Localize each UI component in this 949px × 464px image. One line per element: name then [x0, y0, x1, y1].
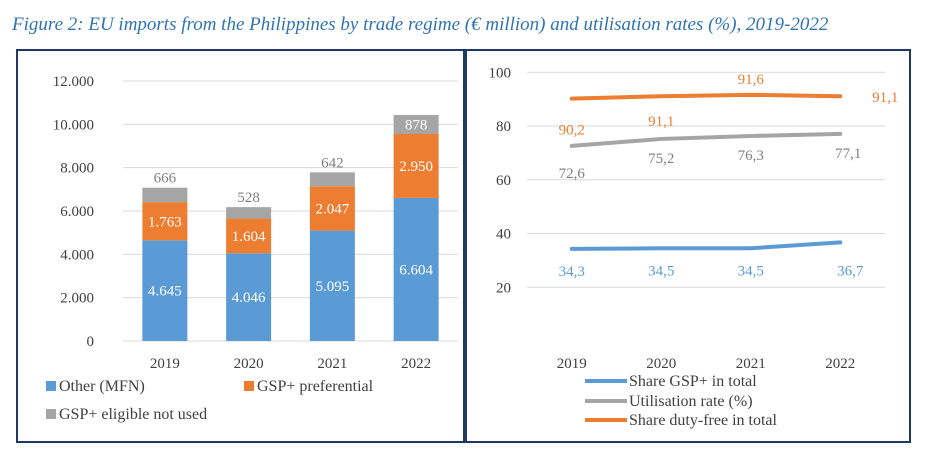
legend-label: Share GSP+ in total [629, 373, 757, 390]
bar-segment [226, 218, 272, 254]
x-tick-label: 2020 [646, 356, 676, 372]
data-label: 642 [321, 155, 344, 171]
bar-segment [226, 253, 272, 341]
data-label: 75,2 [648, 151, 674, 167]
legend-label: Other (MFN) [59, 378, 145, 395]
x-tick-label: 2022 [401, 356, 431, 372]
data-label: 91,6 [738, 72, 765, 88]
legend-swatch [46, 381, 56, 391]
data-label: 5.095 [316, 279, 350, 295]
stacked-bar-chart-panel: 0 2.000 4.000 6.000 8.000 10.000 12.000 2019 202… [16, 49, 465, 443]
y-tick-label: 40 [496, 227, 511, 243]
bar-segment [393, 114, 439, 134]
x-tick-label: 2019 [150, 356, 180, 372]
y-tick-label: 0 [87, 334, 95, 350]
legend-label: GSP+ preferential [257, 378, 374, 395]
bar-segment [142, 187, 188, 203]
x-tick-label: 2022 [825, 356, 855, 372]
data-label: 1.604 [232, 229, 266, 245]
data-label: 34,3 [559, 264, 585, 280]
y-tick-label: 12.000 [53, 74, 94, 90]
series-line [569, 92, 843, 101]
bar-segment [309, 230, 355, 341]
y-tick-label: 20 [496, 280, 511, 296]
y-tick-label: 8.000 [60, 161, 94, 177]
bar-segment [226, 207, 272, 219]
data-label: 878 [405, 117, 428, 133]
series-line [569, 131, 843, 148]
data-label: 90,2 [559, 123, 585, 139]
legend-swatch [244, 381, 254, 391]
stacked-bar-chart: 0 2.000 4.000 6.000 8.000 10.000 12.000 2019 202… [46, 74, 458, 423]
legend-label: Share duty-free in total [629, 412, 778, 429]
line-chart-panel: 20 40 60 80 100 2019 2020 2021 2022 34,3 34,5 34,5 3… [465, 49, 911, 443]
legend-swatch [46, 409, 56, 419]
legend-label: GSP+ eligible not used [59, 406, 207, 423]
data-label: 34,5 [648, 263, 674, 279]
y-tick-label: 100 [489, 65, 512, 81]
x-tick-label: 2021 [317, 356, 347, 372]
figure-caption: Figure 2: EU imports from the Philippine… [12, 14, 829, 35]
y-tick-label: 2.000 [60, 291, 94, 307]
bar-segment [142, 202, 188, 241]
data-label: 1.763 [148, 214, 182, 230]
y-tick-label: 6.000 [60, 204, 94, 220]
data-label: 528 [237, 190, 260, 206]
data-label: 4.046 [232, 290, 266, 306]
data-label: 2.950 [399, 159, 433, 175]
data-label: 36,7 [837, 263, 864, 279]
x-tick-label: 2021 [736, 356, 766, 372]
line-chart: 20 40 60 80 100 2019 2020 2021 2022 34,3 34,5 34,5 3… [489, 65, 899, 429]
data-label: 77,1 [835, 146, 861, 162]
legend-label: Utilisation rate (%) [629, 393, 753, 410]
data-label: 76,3 [738, 148, 764, 164]
data-label: 2.047 [316, 201, 350, 217]
bar-segment [393, 197, 439, 341]
x-tick-label: 2019 [557, 356, 587, 372]
data-label: 4.645 [148, 284, 182, 300]
data-label: 666 [154, 171, 177, 187]
bar-segment [393, 133, 439, 198]
y-tick-label: 10.000 [53, 117, 94, 133]
bar-segment [142, 240, 188, 341]
bar-segment [309, 172, 355, 187]
data-label: 6.604 [399, 262, 433, 278]
data-label: 72,6 [559, 166, 586, 182]
data-label: 91,1 [872, 90, 898, 106]
y-tick-label: 4.000 [60, 247, 94, 263]
data-label: 91,1 [648, 114, 674, 130]
y-tick-label: 80 [496, 119, 511, 135]
y-tick-label: 60 [496, 173, 511, 189]
bar-segment [309, 186, 355, 231]
x-tick-label: 2020 [234, 356, 264, 372]
series-line [569, 240, 843, 251]
data-label: 34,5 [738, 263, 764, 279]
